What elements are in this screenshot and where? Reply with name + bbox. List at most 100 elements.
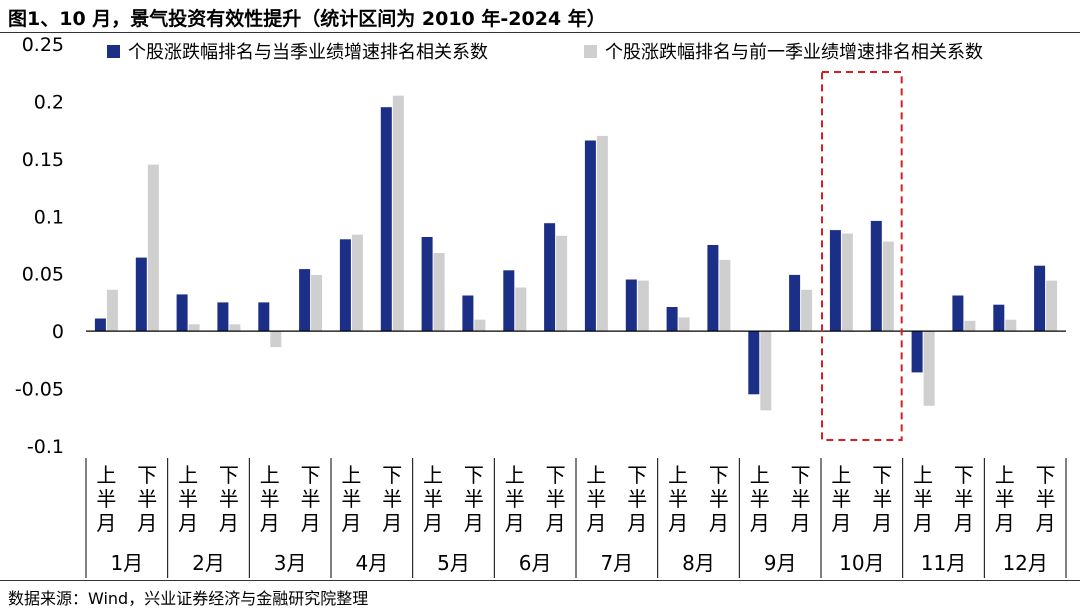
bar-series1	[666, 307, 678, 332]
month-label: 12月	[1002, 551, 1047, 575]
y-tick-label: 0.15	[22, 149, 64, 171]
sub-category-label: 下半月	[1036, 463, 1056, 535]
source-note: 数据来源：Wind，兴业证券经济与金融研究院整理	[8, 589, 369, 608]
month-label: 7月	[600, 551, 633, 575]
bar-series1	[829, 230, 841, 332]
bar-series1	[258, 302, 270, 332]
bar-series2	[392, 95, 404, 332]
sub-category-label: 上半月	[913, 463, 933, 535]
sub-category-label: 上半月	[178, 463, 198, 535]
y-tick-label: -0.05	[15, 379, 64, 401]
bar-chart: 0.250.20.150.10.050-0.05-0.1上半月下半月上半月下半月…	[15, 34, 1067, 578]
bar-series2	[923, 331, 935, 406]
bar-series2	[474, 319, 486, 332]
legend-swatch-series2	[584, 45, 597, 58]
y-tick-label: 0.25	[22, 34, 64, 56]
bar-series2	[964, 320, 976, 332]
month-label: 1月	[110, 551, 143, 575]
bar-series2	[433, 253, 445, 332]
sub-category-label: 上半月	[995, 463, 1015, 535]
legend-label-series1: 个股涨跌幅排名与当季业绩增速排名相关系数	[128, 42, 488, 63]
bar-series1	[707, 245, 719, 332]
source-divider	[0, 580, 1080, 581]
bar-series1	[299, 269, 311, 332]
sub-category-label: 下半月	[464, 463, 484, 535]
bar-series2	[147, 164, 159, 332]
bar-series1	[503, 270, 515, 332]
bar-series2	[760, 331, 772, 411]
sub-category-label: 下半月	[301, 463, 321, 535]
sub-category-label: 上半月	[750, 463, 770, 535]
sub-category-label: 下半月	[546, 463, 566, 535]
bar-series2	[556, 235, 568, 332]
chart-title: 图1、10 月，景气投资有效性提升（统计区间为 2010 年-2024 年）	[8, 8, 606, 30]
y-tick-label: 0.2	[34, 91, 64, 113]
sub-category-label: 上半月	[668, 463, 688, 535]
month-label: 4月	[355, 551, 388, 575]
sub-category-label: 下半月	[627, 463, 647, 535]
bar-series1	[625, 279, 637, 332]
bar-series1	[462, 295, 474, 332]
month-label: 10月	[839, 551, 884, 575]
bar-series2	[188, 324, 200, 332]
sub-category-label: 上半月	[505, 463, 525, 535]
bar-series2	[1046, 280, 1058, 332]
sub-category-label: 下半月	[709, 463, 729, 535]
sub-category-label: 上半月	[341, 463, 361, 535]
bar-series2	[637, 280, 649, 332]
y-tick-label: 0.1	[34, 206, 64, 228]
highlight-box	[821, 71, 903, 441]
month-label: 3月	[274, 551, 307, 575]
title-divider	[0, 32, 1080, 33]
month-label: 2月	[192, 551, 225, 575]
sub-category-label: 上半月	[423, 463, 443, 535]
bar-series1	[789, 274, 801, 332]
bar-series1	[952, 295, 964, 332]
bar-series2	[311, 274, 323, 332]
month-label: 9月	[764, 551, 797, 575]
bar-series2	[801, 289, 813, 332]
sub-category-label: 上半月	[260, 463, 280, 535]
bar-series2	[1005, 319, 1017, 332]
sub-category-label: 上半月	[831, 463, 851, 535]
bar-series2	[106, 289, 118, 332]
bar-series2	[678, 317, 690, 332]
sub-category-label: 下半月	[872, 463, 892, 535]
bar-series2	[841, 233, 853, 332]
bar-series1	[339, 239, 351, 332]
bar-series2	[596, 135, 608, 332]
bar-series1	[94, 318, 106, 332]
bar-series1	[135, 257, 147, 332]
bar-series1	[421, 237, 433, 332]
sub-category-label: 上半月	[586, 463, 606, 535]
bar-series1	[380, 107, 392, 332]
month-label: 6月	[519, 551, 552, 575]
bar-series2	[719, 259, 731, 332]
bar-series2	[351, 234, 363, 332]
bar-series2	[229, 324, 241, 332]
y-tick-label: 0.05	[22, 264, 64, 286]
bar-series1	[870, 220, 882, 332]
month-label: 5月	[437, 551, 470, 575]
sub-category-label: 上半月	[96, 463, 116, 535]
bar-series2	[270, 331, 282, 348]
sub-category-label: 下半月	[791, 463, 811, 535]
month-label: 11月	[921, 551, 966, 575]
month-label: 8月	[682, 551, 715, 575]
sub-category-label: 下半月	[954, 463, 974, 535]
bar-series1	[911, 331, 923, 373]
bar-series1	[217, 302, 229, 332]
sub-category-label: 下半月	[219, 463, 239, 535]
y-tick-label: 0	[52, 321, 64, 343]
sub-category-label: 下半月	[382, 463, 402, 535]
bar-series1	[748, 331, 760, 395]
legend-swatch-series1	[107, 45, 120, 58]
bar-series1	[993, 304, 1005, 332]
bar-series1	[176, 294, 188, 332]
legend-label-series2: 个股涨跌幅排名与前一季业绩增速排名相关系数	[605, 42, 983, 63]
bar-series2	[882, 241, 894, 332]
bar-series1	[1034, 265, 1046, 332]
sub-category-label: 下半月	[137, 463, 157, 535]
y-tick-label: -0.1	[27, 436, 64, 458]
bar-series1	[584, 140, 596, 332]
